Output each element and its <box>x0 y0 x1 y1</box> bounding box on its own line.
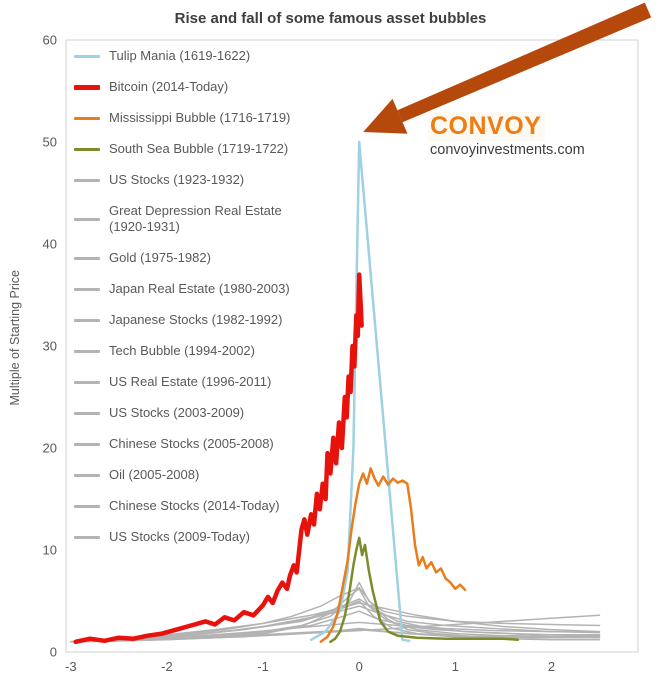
legend-item: US Stocks (1923-1932) <box>74 172 307 188</box>
legend-label: Great Depression Real Estate (1920-1931) <box>109 203 282 234</box>
y-tick-label: 30 <box>43 339 57 354</box>
legend-label: Chinese Stocks (2014-Today) <box>109 498 280 513</box>
legend-swatch <box>74 217 100 221</box>
legend-label: Tech Bubble (1994-2002) <box>109 343 255 358</box>
legend-label: South Sea Bubble (1719-1722) <box>109 141 289 156</box>
legend-item: Japanese Stocks (1982-1992) <box>74 312 307 328</box>
legend-item: US Stocks (2003-2009) <box>74 405 307 421</box>
legend-item: Japan Real Estate (1980-2003) <box>74 281 307 297</box>
legend-item: US Stocks (2009-Today) <box>74 529 307 545</box>
legend-item: Great Depression Real Estate (1920-1931) <box>74 203 307 235</box>
legend-item: Tulip Mania (1619-1622) <box>74 48 307 64</box>
legend-swatch <box>74 504 100 508</box>
series-line <box>70 600 601 643</box>
plot-border <box>65 39 639 653</box>
y-tick-label: 20 <box>43 441 57 456</box>
y-tick-label: 10 <box>43 543 57 558</box>
legend-label: US Real Estate (1996-2011) <box>109 374 272 389</box>
legend-label: Gold (1975-1982) <box>109 250 211 265</box>
y-tick-label: 40 <box>43 237 57 252</box>
series-line <box>70 614 601 643</box>
legend-swatch <box>74 349 100 353</box>
legend-item: South Sea Bubble (1719-1722) <box>74 141 307 157</box>
legend-item: Chinese Stocks (2005-2008) <box>74 436 307 452</box>
legend-swatch <box>74 54 100 58</box>
legend-label: Oil (2005-2008) <box>109 467 200 482</box>
legend-label: US Stocks (2003-2009) <box>109 405 245 420</box>
legend-item: Bitcoin (2014-Today) <box>74 79 307 95</box>
legend-swatch <box>74 116 100 120</box>
legend-swatch <box>74 256 100 260</box>
x-tick-label: 1 <box>452 659 459 674</box>
series-line <box>70 610 601 643</box>
legend-label: Tulip Mania (1619-1622) <box>109 48 251 63</box>
convoy-logo: CONVOY convoyinvestments.com <box>428 112 587 158</box>
legend-label: Bitcoin (2014-Today) <box>109 79 229 94</box>
x-tick-label: -1 <box>257 659 269 674</box>
legend-item: Chinese Stocks (2014-Today) <box>74 498 307 514</box>
logo-text: CONVOY <box>428 112 546 141</box>
legend-swatch <box>74 442 100 446</box>
legend-swatch <box>74 473 100 477</box>
legend-item: US Real Estate (1996-2011) <box>74 374 307 390</box>
legend-item: Mississippi Bubble (1716-1719) <box>74 110 307 126</box>
legend: Tulip Mania (1619-1622) Bitcoin (2014-Tod… <box>74 48 307 560</box>
x-tick-label: 0 <box>356 659 363 674</box>
legend-item: Tech Bubble (1994-2002) <box>74 343 307 359</box>
y-tick-label: 60 <box>43 33 57 48</box>
legend-swatch <box>74 287 100 291</box>
legend-label: Mississippi Bubble (1716-1719) <box>109 110 291 125</box>
legend-swatch <box>74 178 100 182</box>
chart-title: Rise and fall of some famous asset bubbl… <box>174 10 487 27</box>
x-tick-label: -3 <box>65 659 77 674</box>
legend-label: Japan Real Estate (1980-2003) <box>109 281 290 296</box>
legend-swatch <box>74 318 100 322</box>
legend-swatch <box>74 535 100 539</box>
series-line <box>319 467 467 644</box>
legend-swatch <box>74 147 100 151</box>
legend-label: US Stocks (2009-Today) <box>109 529 250 544</box>
annotation-arrow-head <box>363 98 408 134</box>
series-line <box>329 536 520 644</box>
series-line <box>309 140 411 643</box>
series-line <box>73 272 364 645</box>
legend-item: Gold (1975-1982) <box>74 250 307 266</box>
legend-label: US Stocks (1923-1932) <box>109 172 245 187</box>
y-tick-label: 0 <box>50 645 57 660</box>
logo-website: convoyinvestments.com <box>428 142 587 158</box>
legend-label: Chinese Stocks (2005-2008) <box>109 436 274 451</box>
legend-swatch <box>74 84 100 90</box>
legend-label: Japanese Stocks (1982-1992) <box>109 312 283 327</box>
legend-swatch <box>74 380 100 384</box>
y-tick-label: 50 <box>43 135 57 150</box>
annotation-arrow-shaft <box>397 2 652 123</box>
legend-item: Oil (2005-2008) <box>74 467 307 483</box>
x-tick-label: 2 <box>548 659 555 674</box>
legend-swatch <box>74 411 100 415</box>
x-tick-label: -2 <box>161 659 173 674</box>
